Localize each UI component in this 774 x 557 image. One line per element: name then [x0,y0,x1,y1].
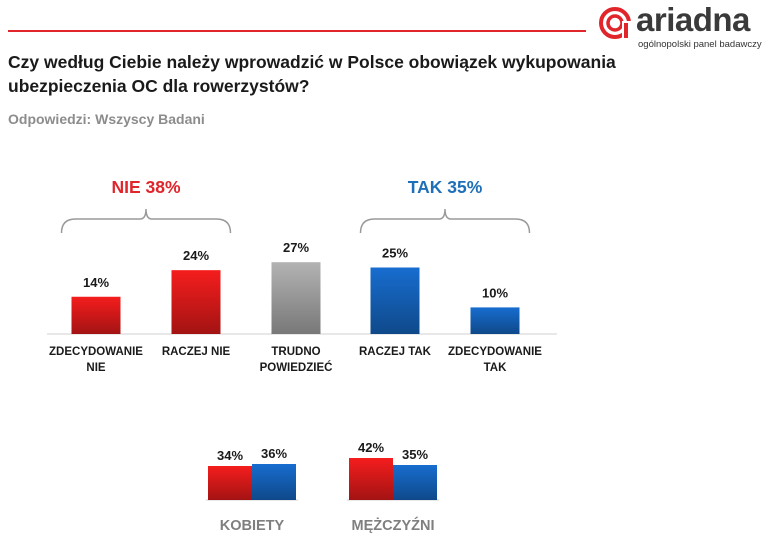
brand-name: ariadna [636,1,750,38]
gender-bar-value-label: 35% [402,447,428,462]
bar-raczej-nie [171,270,221,334]
gender-bar-value-label: 34% [217,448,243,463]
bar-zdecydowanie-tak [470,307,520,334]
group-total-label: NIE 38% [111,177,180,197]
bar-zdecydowanie-nie [71,296,121,334]
gender-bar-mężczyźni-tak [393,465,437,500]
bar-trudno-powiedzieć [271,262,321,334]
category-label: ZDECYDOWANIE [49,346,143,358]
bar-value-label: 10% [482,285,508,300]
ariadna-logo-icon [599,7,631,39]
brand-tagline: ogólnopolski panel badawczy [638,39,762,50]
category-label: POWIEDZIEĆ [260,361,333,374]
ariadna-logo: ariadna ogólnopolski panel badawczy [598,1,770,52]
gender-bar-kobiety-nie [208,466,252,500]
respondents-subtitle: Odpowiedzi: Wszyscy Badani [8,111,205,127]
gender-category-label: KOBIETY [220,518,285,534]
bar-value-label: 24% [183,248,209,263]
bar-value-label: 14% [83,275,109,290]
category-label: NIE [86,362,106,374]
category-label: RACZEJ NIE [162,346,231,358]
gender-bar-mężczyźni-nie [349,458,393,500]
gender-bar-kobiety-tak [252,464,296,500]
chart-question-title: Czy według Ciebie należy wprowadzić w Po… [8,52,616,96]
header-rule [8,30,586,32]
bar-value-label: 25% [382,246,408,261]
category-label: TRUDNO [271,346,320,358]
group-brace [359,208,531,234]
category-label: TAK [484,362,507,374]
category-label: RACZEJ TAK [359,346,432,358]
group-brace [60,208,232,234]
group-total-label: TAK 35% [408,177,483,197]
gender-category-label: MĘŻCZYŹNI [352,517,435,534]
bar-raczej-tak [370,267,420,334]
gender-bar-value-label: 42% [358,440,384,455]
bar-value-label: 27% [283,240,309,255]
category-label: ZDECYDOWANIE [448,346,542,358]
gender-bar-value-label: 36% [261,446,287,461]
